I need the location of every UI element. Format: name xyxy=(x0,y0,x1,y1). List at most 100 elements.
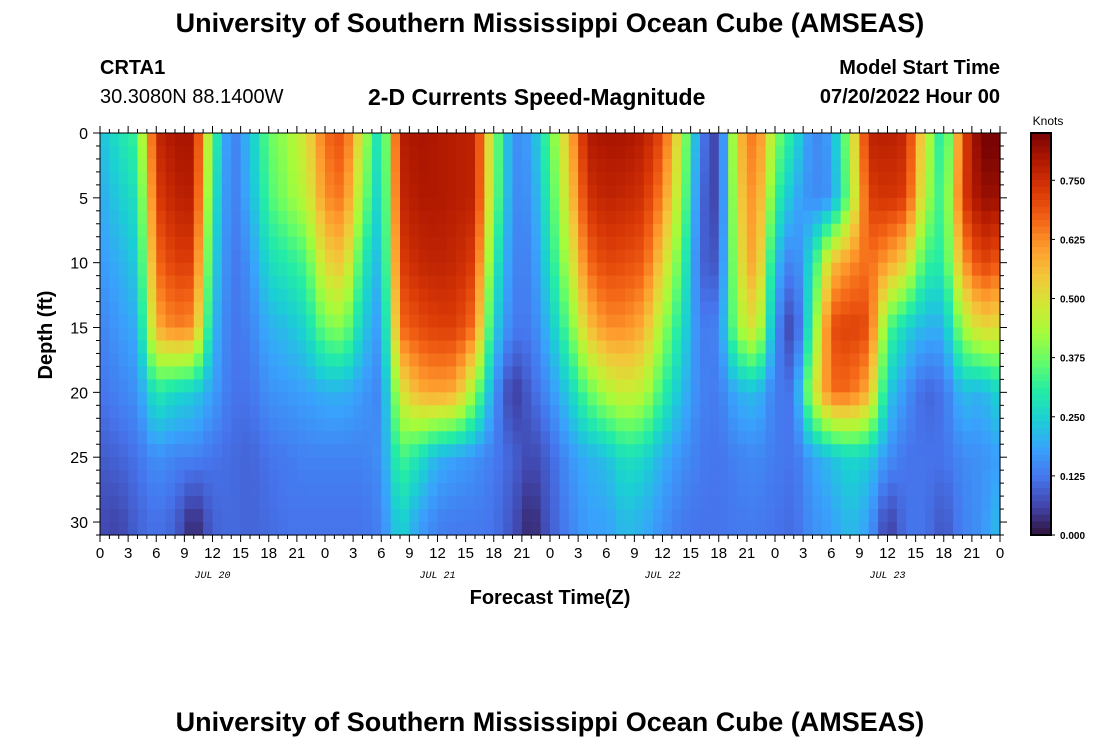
heatmap-cell xyxy=(381,509,392,523)
heatmap-cell xyxy=(540,366,551,380)
heatmap-cell xyxy=(550,249,560,264)
heatmap-cell xyxy=(981,145,992,160)
heatmap-cell xyxy=(128,210,139,225)
heatmap-cell xyxy=(896,431,907,445)
heatmap-cell xyxy=(475,249,485,264)
heatmap-cell xyxy=(240,171,251,186)
heatmap-cell xyxy=(840,405,851,419)
heatmap-cell xyxy=(503,262,514,277)
colorbar-units-label: Knots xyxy=(1033,114,1064,128)
heatmap-cell xyxy=(775,353,785,368)
heatmap-cell xyxy=(596,262,607,277)
heatmap-cell xyxy=(840,184,851,199)
heatmap-cell xyxy=(634,522,645,536)
heatmap-cell xyxy=(484,418,495,432)
heatmap-cell xyxy=(465,418,476,432)
heatmap-cell xyxy=(671,457,682,471)
heatmap-cell xyxy=(831,418,842,432)
heatmap-cell xyxy=(400,405,410,419)
heatmap-cell xyxy=(953,145,964,160)
heatmap-cell xyxy=(268,158,279,173)
heatmap-cell xyxy=(400,522,410,536)
heatmap-cell xyxy=(343,158,354,173)
heatmap-cell xyxy=(296,288,307,303)
heatmap-cell xyxy=(943,184,954,199)
heatmap-cell xyxy=(718,509,729,523)
heatmap-cell xyxy=(465,301,476,316)
heatmap-cell xyxy=(231,379,242,393)
heatmap-cell xyxy=(540,444,551,458)
heatmap-cell xyxy=(625,327,635,342)
heatmap-cell xyxy=(662,275,673,290)
heatmap-cell xyxy=(962,171,973,186)
heatmap-cell xyxy=(362,158,373,173)
heatmap-cell xyxy=(934,301,945,316)
heatmap-cell xyxy=(653,197,664,212)
heatmap-cell xyxy=(503,509,514,523)
heatmap-cell xyxy=(971,522,982,536)
colorbar-segment xyxy=(1031,334,1051,342)
heatmap-cell xyxy=(953,197,964,212)
heatmap-cell xyxy=(128,340,139,355)
heatmap-cell xyxy=(803,470,814,484)
heatmap-cell xyxy=(934,470,945,484)
heatmap-cell xyxy=(756,405,767,419)
heatmap-cell xyxy=(137,444,148,458)
heatmap-cell xyxy=(559,197,570,212)
heatmap-cell xyxy=(896,262,907,277)
heatmap-cell xyxy=(296,392,307,406)
heatmap-cell xyxy=(587,184,598,199)
heatmap-cell xyxy=(156,496,167,510)
heatmap-cell xyxy=(887,379,898,393)
heatmap-cell xyxy=(681,392,692,406)
heatmap-cell xyxy=(503,496,514,510)
heatmap-cell xyxy=(503,210,514,225)
heatmap-cell xyxy=(409,158,420,173)
heatmap-cell xyxy=(578,405,589,419)
heatmap-cell xyxy=(953,379,964,393)
heatmap-cell xyxy=(896,392,907,406)
heatmap-cell xyxy=(700,314,710,329)
heatmap-cell xyxy=(765,158,776,173)
heatmap-cell xyxy=(100,210,110,225)
colorbar-segment xyxy=(1031,320,1051,328)
heatmap-cell xyxy=(793,522,804,536)
heatmap-cell xyxy=(531,379,542,393)
heatmap-cell xyxy=(606,171,617,186)
heatmap-cell xyxy=(531,223,542,238)
heatmap-cell xyxy=(334,145,345,160)
heatmap-cell xyxy=(962,483,973,497)
heatmap-cell xyxy=(259,457,270,471)
heatmap-cell xyxy=(775,509,785,523)
heatmap-cell xyxy=(521,431,532,445)
heatmap-cell xyxy=(475,483,485,497)
heatmap-cell xyxy=(859,249,870,264)
heatmap-cell xyxy=(456,457,467,471)
heatmap-cell xyxy=(756,509,767,523)
heatmap-cell xyxy=(512,379,523,393)
heatmap-cell xyxy=(503,301,514,316)
heatmap-cell xyxy=(615,262,626,277)
heatmap-cell xyxy=(690,288,701,303)
heatmap-cell xyxy=(953,340,964,355)
heatmap-cell xyxy=(943,496,954,510)
heatmap-cell xyxy=(306,353,317,368)
colorbar-segment xyxy=(1031,146,1051,154)
heatmap-cell xyxy=(718,249,729,264)
heatmap-cell xyxy=(962,444,973,458)
heatmap-cell xyxy=(681,171,692,186)
heatmap-cell xyxy=(493,275,504,290)
heatmap-cell xyxy=(193,301,204,316)
heatmap-cell xyxy=(775,470,785,484)
heatmap-cell xyxy=(765,184,776,199)
heatmap-cell xyxy=(925,496,935,510)
heatmap-cell xyxy=(100,444,110,458)
heatmap-cell xyxy=(906,327,917,342)
heatmap-cell xyxy=(943,340,954,355)
heatmap-cell xyxy=(990,496,1001,510)
heatmap-cell xyxy=(531,171,542,186)
heatmap-cell xyxy=(925,314,935,329)
heatmap-cell xyxy=(287,184,298,199)
heatmap-cell xyxy=(212,145,223,160)
colorbar-segment xyxy=(1031,461,1051,469)
